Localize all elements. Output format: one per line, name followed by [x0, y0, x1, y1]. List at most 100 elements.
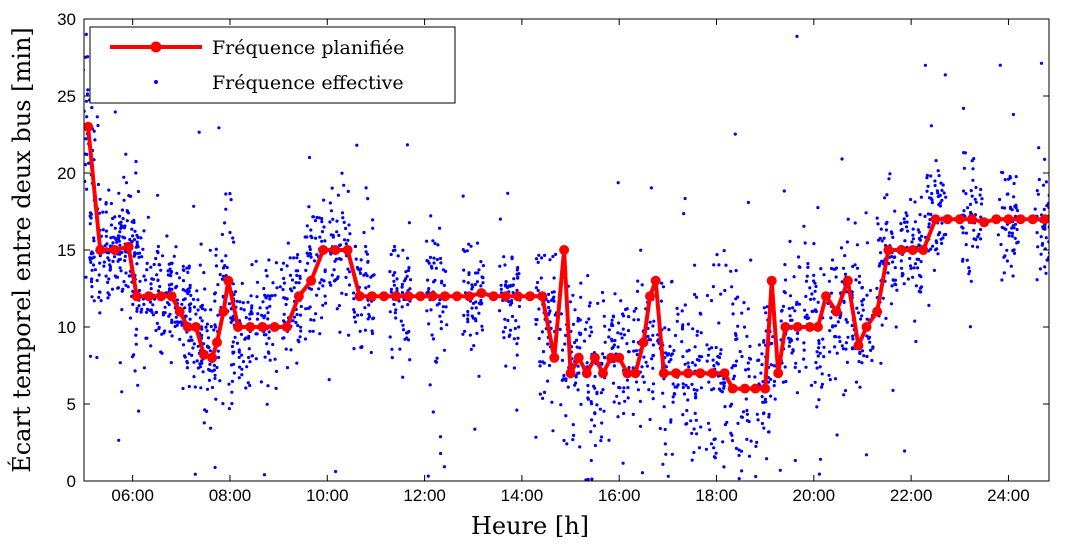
effective-dot: [724, 263, 728, 267]
effective-dot: [663, 326, 667, 330]
effective-dot: [689, 419, 693, 423]
planned-point: [476, 288, 487, 299]
effective-dot: [913, 319, 917, 323]
effective-dot: [731, 312, 735, 316]
effective-dot: [725, 420, 729, 424]
y-tick-label: 20: [57, 164, 76, 183]
effective-dot: [755, 412, 759, 416]
effective-dot: [1044, 236, 1048, 240]
effective-dot: [250, 312, 254, 316]
effective-dot: [338, 330, 342, 334]
effective-dot: [805, 313, 809, 317]
effective-dot: [940, 198, 944, 202]
effective-dot: [635, 353, 639, 357]
effective-dot: [85, 92, 89, 96]
effective-dot: [204, 325, 208, 329]
effective-dot: [432, 280, 436, 284]
effective-dot: [309, 318, 313, 322]
effective-dot: [388, 335, 392, 339]
effective-dot: [134, 159, 138, 164]
planned-point: [614, 352, 625, 363]
effective-dot: [742, 325, 747, 329]
effective-dot: [754, 444, 758, 448]
effective-dot: [134, 171, 138, 175]
effective-dot: [903, 239, 907, 243]
effective-dot: [631, 340, 636, 344]
effective-dot: [891, 260, 895, 264]
effective-dot: [247, 355, 251, 360]
effective-dot: [714, 345, 718, 350]
effective-dot: [692, 388, 696, 392]
effective-dot: [109, 223, 114, 227]
effective-dot: [281, 287, 285, 292]
effective-dot: [843, 254, 847, 258]
effective-dot: [795, 300, 799, 304]
effective-dot: [425, 309, 429, 313]
effective-dot: [613, 338, 617, 343]
effective-dot: [894, 283, 898, 287]
effective-dot: [250, 304, 254, 308]
effective-dot: [1072, 249, 1075, 252]
effective-dot: [344, 292, 348, 297]
effective-dot: [610, 346, 614, 350]
effective-dot: [589, 430, 593, 434]
effective-dot: [214, 264, 219, 268]
effective-dot: [731, 377, 736, 381]
effective-dot: [173, 324, 177, 329]
effective-dot: [1068, 140, 1071, 143]
effective-dot: [828, 378, 832, 382]
effective-dot: [905, 220, 909, 224]
effective-dot: [142, 302, 146, 306]
effective-dot: [140, 255, 144, 259]
effective-dot: [121, 287, 125, 291]
effective-dot: [884, 316, 888, 320]
effective-dot: [392, 279, 396, 283]
effective-dot: [805, 274, 809, 278]
effective-dot: [686, 322, 691, 326]
effective-dot: [693, 292, 697, 297]
effective-dot: [925, 176, 929, 180]
effective-dot: [434, 266, 438, 270]
effective-dot: [1064, 195, 1067, 198]
effective-dot: [903, 449, 907, 453]
effective-dot: [851, 334, 855, 338]
effective-dot: [388, 310, 392, 314]
effective-dot: [716, 362, 720, 366]
planned-point: [366, 291, 377, 302]
planned-point: [683, 368, 694, 379]
effective-dot: [1003, 254, 1007, 258]
effective-dot: [919, 260, 923, 264]
effective-dot: [98, 254, 102, 258]
effective-dot: [600, 421, 604, 425]
effective-dot: [370, 331, 375, 336]
effective-dot: [817, 341, 821, 345]
effective-dot: [723, 423, 728, 427]
effective-dot: [938, 193, 942, 197]
effective-dot: [1036, 192, 1040, 196]
effective-dot: [971, 244, 975, 248]
effective-dot: [409, 278, 413, 282]
effective-dot: [480, 275, 484, 279]
effective-dot: [208, 349, 212, 353]
effective-dot: [802, 357, 806, 361]
planned-point: [967, 214, 977, 225]
effective-dot: [714, 451, 718, 455]
effective-dot: [601, 299, 606, 303]
effective-dot: [813, 289, 817, 293]
effective-dot: [181, 386, 185, 391]
effective-dot: [432, 261, 436, 265]
effective-dot: [1059, 218, 1062, 221]
effective-dot: [299, 325, 303, 329]
effective-dot: [331, 217, 335, 221]
effective-dot: [710, 346, 714, 350]
effective-dot: [183, 306, 187, 310]
effective-dot: [214, 397, 218, 401]
effective-dot: [130, 220, 134, 224]
effective-dot: [198, 362, 202, 366]
effective-dot: [858, 385, 862, 389]
effective-dot: [935, 241, 939, 245]
effective-dot: [330, 273, 334, 277]
effective-dot: [441, 310, 445, 314]
effective-dot: [578, 333, 582, 337]
effective-dot: [141, 247, 145, 251]
